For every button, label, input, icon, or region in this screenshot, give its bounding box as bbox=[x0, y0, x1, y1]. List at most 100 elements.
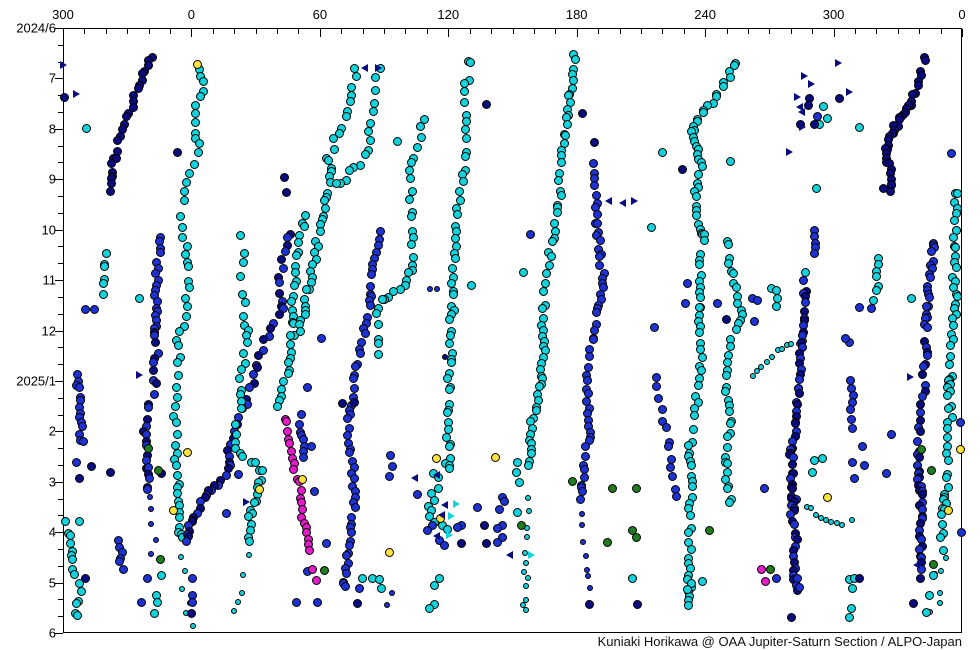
track-point bbox=[916, 427, 926, 437]
track-point bbox=[556, 191, 566, 201]
drift-triangle-marker bbox=[441, 500, 449, 509]
drift-triangle-marker bbox=[136, 370, 144, 379]
track-point bbox=[917, 391, 927, 401]
track-point bbox=[788, 459, 798, 469]
drift-triangle-marker bbox=[433, 532, 440, 541]
track-point bbox=[585, 572, 592, 579]
track-point bbox=[726, 419, 736, 429]
blue-point bbox=[222, 508, 232, 518]
magenta-point bbox=[756, 565, 766, 575]
track-point bbox=[295, 326, 305, 336]
track-point bbox=[239, 248, 249, 258]
cyan-point bbox=[512, 507, 522, 517]
track-point bbox=[172, 470, 182, 480]
track-point bbox=[795, 374, 805, 384]
track-point bbox=[522, 583, 529, 590]
track-point bbox=[927, 247, 937, 257]
x-axis-tick bbox=[598, 29, 599, 34]
x-axis-tick bbox=[277, 29, 278, 34]
blue-point bbox=[386, 450, 396, 460]
track-point bbox=[341, 582, 351, 592]
navy-point bbox=[721, 315, 731, 325]
blue-point bbox=[857, 442, 867, 452]
track-point bbox=[589, 335, 598, 345]
track-point bbox=[299, 222, 309, 232]
track-point bbox=[236, 231, 246, 241]
cyan-point bbox=[800, 267, 810, 277]
navy-point bbox=[80, 573, 90, 583]
blue-point bbox=[472, 503, 482, 513]
track-point bbox=[461, 124, 471, 134]
y-axis-label: 3 bbox=[48, 474, 56, 490]
green-point bbox=[631, 532, 641, 542]
track-point bbox=[238, 312, 248, 322]
x-axis-tick bbox=[320, 29, 321, 37]
x-axis-tick bbox=[941, 29, 942, 34]
x-axis-label: 240 bbox=[694, 7, 716, 22]
cyan-point bbox=[844, 613, 854, 623]
cyan-point bbox=[725, 156, 735, 166]
blue-point bbox=[680, 298, 690, 308]
y-axis-minor-tick bbox=[58, 616, 63, 617]
track-point bbox=[444, 441, 454, 451]
track-point bbox=[282, 417, 292, 427]
navy-point bbox=[878, 184, 888, 194]
track-point bbox=[118, 564, 128, 574]
cyan-point bbox=[771, 302, 781, 312]
blue-point bbox=[759, 484, 769, 494]
blue-point bbox=[849, 473, 859, 483]
drift-triangle-marker bbox=[785, 148, 793, 157]
track-point bbox=[445, 385, 455, 395]
track-point bbox=[189, 623, 196, 630]
track-point bbox=[443, 407, 453, 417]
track-point bbox=[871, 286, 881, 296]
track-point bbox=[799, 276, 809, 286]
track-point bbox=[459, 177, 469, 187]
track-point bbox=[371, 73, 381, 83]
x-axis-tick bbox=[577, 29, 578, 37]
track-point bbox=[346, 96, 356, 106]
track-point bbox=[547, 252, 557, 262]
blue-point bbox=[792, 573, 802, 583]
track-point bbox=[693, 170, 703, 180]
x-axis-tick bbox=[641, 29, 642, 34]
blue-point bbox=[525, 229, 535, 239]
green-point bbox=[320, 566, 330, 576]
x-axis-tick bbox=[491, 29, 492, 34]
track-point bbox=[258, 466, 268, 476]
track-point bbox=[179, 196, 189, 206]
x-axis-tick bbox=[363, 29, 364, 34]
drift-triangle-marker bbox=[845, 88, 853, 97]
drift-triangle-marker bbox=[411, 474, 419, 483]
track-point bbox=[183, 301, 193, 311]
track-point bbox=[578, 522, 585, 529]
navy-point bbox=[280, 172, 290, 182]
blue-point bbox=[499, 497, 509, 507]
green-point bbox=[704, 525, 714, 535]
credit-caption: Kuniaki Horikawa @ OAA Jupiter-Saturn Se… bbox=[597, 634, 962, 649]
navy-point bbox=[74, 473, 84, 483]
x-axis-tick bbox=[213, 29, 214, 34]
x-axis-tick bbox=[234, 29, 235, 34]
track-point bbox=[444, 464, 454, 474]
drift-triangle-marker bbox=[59, 60, 67, 69]
drift-triangle-marker bbox=[446, 531, 454, 540]
track-point bbox=[416, 133, 426, 143]
navy-point bbox=[350, 397, 360, 407]
track-point bbox=[584, 566, 591, 573]
track-point bbox=[183, 261, 193, 271]
track-point bbox=[944, 404, 954, 414]
yellow-point bbox=[491, 452, 501, 462]
y-axis-minor-tick bbox=[58, 364, 63, 365]
track-point bbox=[365, 301, 375, 311]
track-point bbox=[847, 424, 857, 434]
track-point bbox=[753, 367, 760, 374]
track-point bbox=[405, 195, 415, 205]
track-point bbox=[156, 248, 166, 258]
track-point bbox=[429, 495, 439, 505]
track-point bbox=[275, 278, 285, 288]
navy-point bbox=[106, 467, 116, 477]
green-point bbox=[631, 484, 641, 494]
track-point bbox=[595, 260, 605, 270]
blue-point bbox=[497, 532, 507, 542]
